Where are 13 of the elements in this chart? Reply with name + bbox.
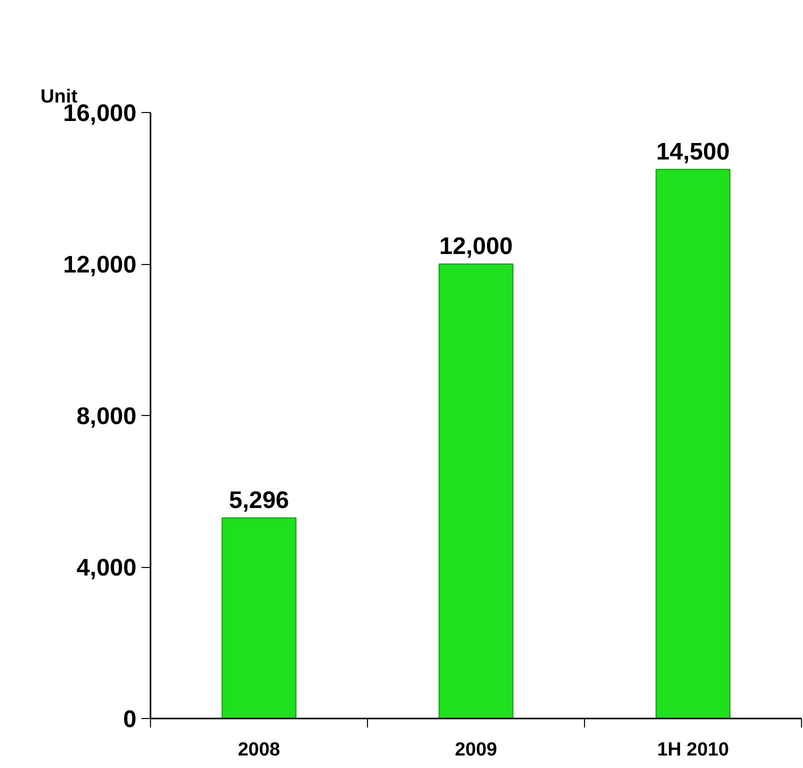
data-label: 12,000 [439,233,513,260]
y-tick-label: 8,000 [76,403,137,430]
bar [222,517,296,718]
data-label: 5,296 [228,486,290,514]
y-tick-label: 4,000 [76,554,137,582]
y-tick-label: 12,000 [63,252,136,278]
bar [656,168,730,718]
data-label: 14,500 [656,138,730,166]
x-tick-label: 1H 2010 [657,740,729,760]
x-tick-label: 2008 [238,740,280,760]
x-tick-label: 2009 [454,740,498,760]
bar [438,264,514,718]
y-tick-label: 0 [123,706,137,733]
